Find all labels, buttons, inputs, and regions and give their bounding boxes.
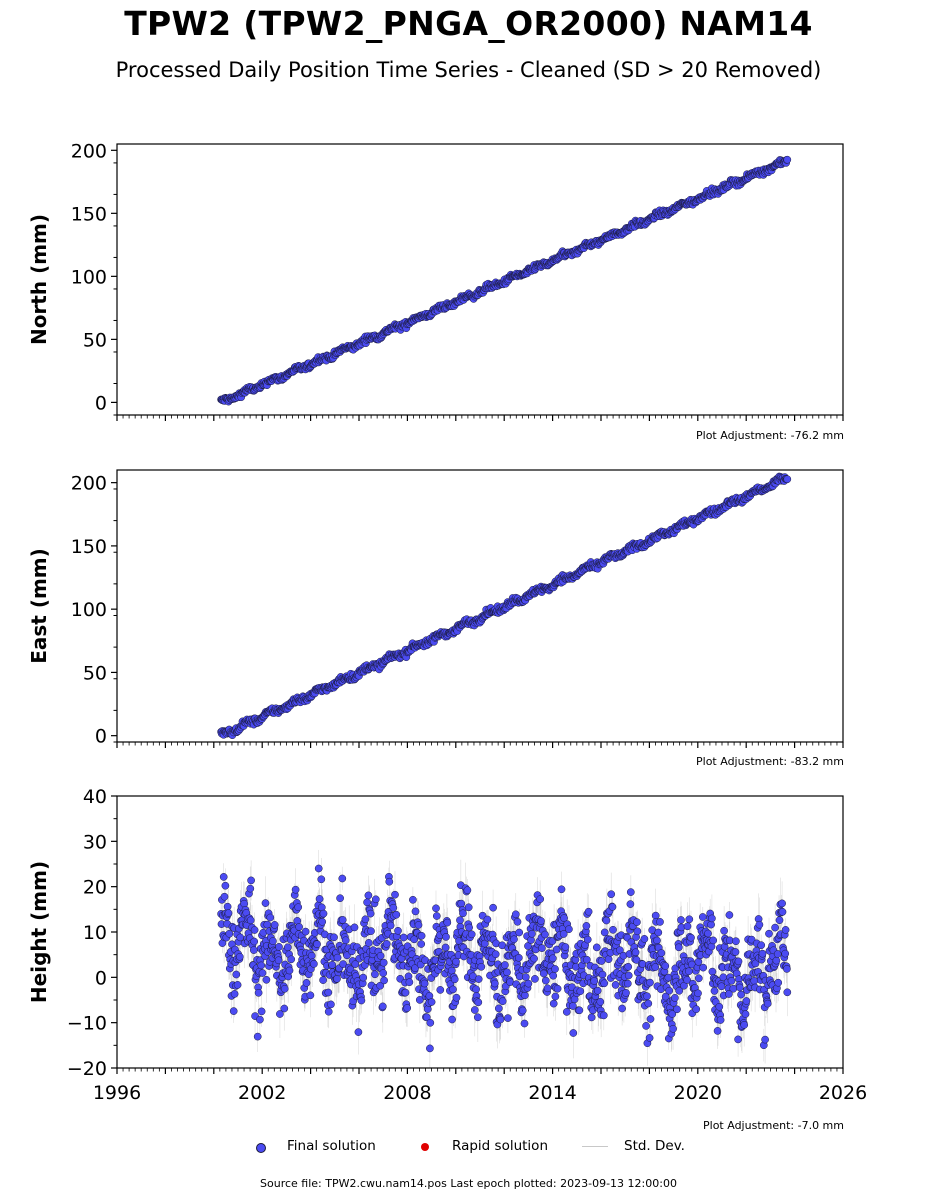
east-final-solution-points xyxy=(217,472,792,740)
north-ytick-label: 200 xyxy=(71,140,107,162)
north-ytick-label: 150 xyxy=(71,203,107,225)
east-ytick-label: 150 xyxy=(71,536,107,558)
north-ytick-label: 50 xyxy=(83,329,107,351)
chart-subtitle: Processed Daily Position Time Series - C… xyxy=(115,58,822,82)
north-ytick-label: 100 xyxy=(71,266,107,288)
data-point xyxy=(783,475,792,484)
data-point xyxy=(783,155,792,164)
east-ytick-label: 50 xyxy=(83,662,107,684)
east-axes-frame xyxy=(116,469,844,743)
east-ytick-label: 0 xyxy=(95,726,107,748)
east-ytick-label: 100 xyxy=(71,599,107,621)
chart-title: TPW2 (TPW2_PNGA_OR2000) NAM14 xyxy=(124,4,813,43)
north-ytick-label: 0 xyxy=(95,392,107,414)
east-axis-label: East (mm) xyxy=(27,548,51,664)
east-ytick-label: 200 xyxy=(71,473,107,495)
north-final-solution-points xyxy=(217,155,792,406)
north-axis-label: North (mm) xyxy=(27,214,51,345)
